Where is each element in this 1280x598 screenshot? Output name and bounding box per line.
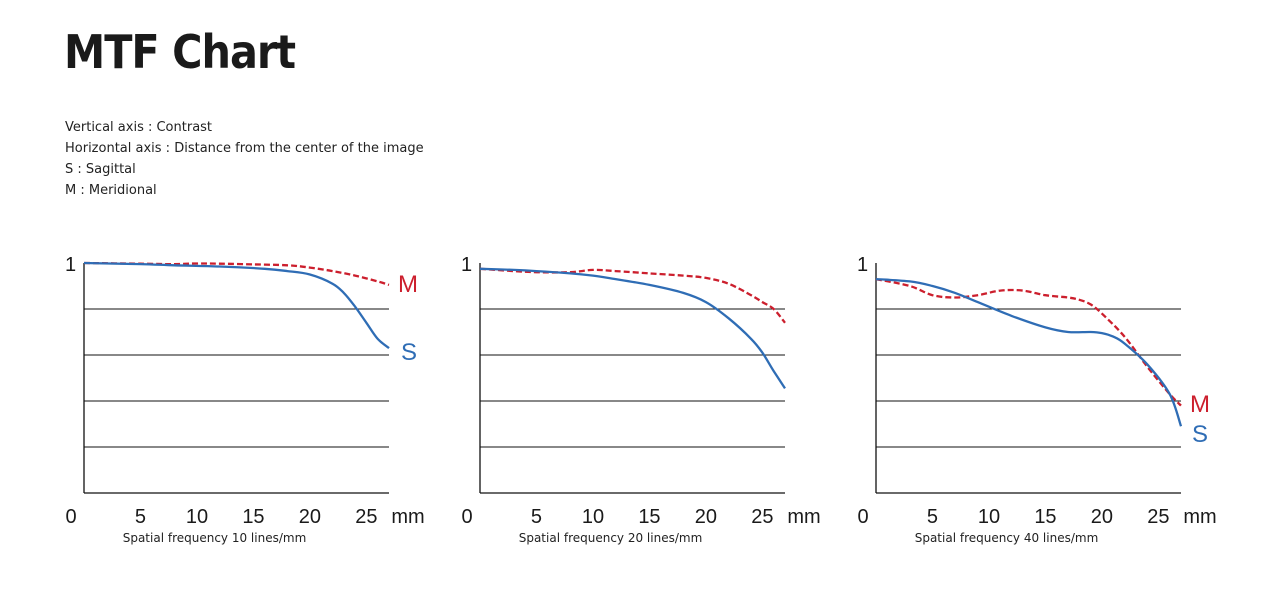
x-tick-label: 10 [582,506,604,528]
sagittal-series-line [875,277,1183,427]
x-axis-caption: Spatial frequency 10 lines/mm [123,531,307,545]
x-tick-label: 5 [927,506,938,528]
x-tick-label: 15 [242,506,264,528]
sagittal-series-label: S [401,339,417,366]
meridional-series-line [875,277,1182,407]
sagittal-series-line [479,267,786,390]
x-tick-label: 15 [638,506,660,528]
x-unit-label: mm [391,506,424,528]
sagittal-series-line [83,261,390,350]
x-tick-label: 5 [135,506,146,528]
x-tick-label: 10 [978,506,1000,528]
x-tick-label: 0 [65,506,76,528]
x-tick-label: 25 [751,506,773,528]
x-tick-label: 15 [1034,506,1056,528]
y-tick-label: 1 [65,254,76,276]
x-axis-caption: Spatial frequency 40 lines/mm [915,531,1099,545]
x-tick-label: 20 [299,506,321,528]
x-unit-label: mm [1183,506,1216,528]
page-title: MTF Chart [64,25,296,79]
x-unit-label: mm [787,506,820,528]
x-tick-label: 5 [531,506,542,528]
x-tick-label: 10 [186,506,208,528]
meridional-series-label: M [398,271,418,298]
y-tick-label: 1 [461,254,472,276]
note-meridional: M : Meridional [65,183,157,198]
x-tick-label: 25 [1147,506,1169,528]
note-horizontal-axis: Horizontal axis : Distance from the cent… [65,141,424,156]
x-axis-caption: Spatial frequency 20 lines/mm [519,531,703,545]
note-vertical-axis: Vertical axis : Contrast [65,120,213,135]
x-tick-label: 20 [695,506,717,528]
x-tick-label: 0 [857,506,868,528]
meridional-series-line [479,267,786,324]
y-tick-label: 1 [857,254,868,276]
sagittal-series-label: S [1192,421,1208,448]
note-sagittal: S : Sagittal [65,162,136,177]
meridional-series-label: M [1190,391,1210,418]
x-tick-label: 0 [461,506,472,528]
x-tick-label: 20 [1091,506,1113,528]
legend-notes: Vertical axis : Contrast Horizontal axis… [65,117,424,201]
meridional-series-line [83,261,390,286]
x-tick-label: 25 [355,506,377,528]
